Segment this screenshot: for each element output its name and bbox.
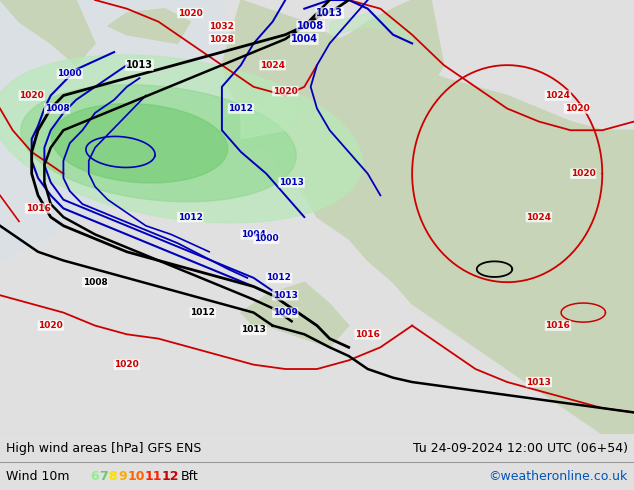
Polygon shape	[330, 0, 444, 96]
Text: 1020: 1020	[38, 321, 63, 330]
Text: Wind 10m: Wind 10m	[6, 469, 70, 483]
Text: 1008: 1008	[297, 21, 324, 31]
Text: 1032: 1032	[209, 22, 235, 30]
Text: 1028: 1028	[209, 35, 235, 44]
Text: 1016: 1016	[25, 204, 51, 213]
Text: 1013: 1013	[241, 325, 266, 335]
Text: 1013: 1013	[126, 60, 153, 70]
Text: Bft: Bft	[181, 469, 198, 483]
Polygon shape	[0, 55, 362, 223]
Polygon shape	[0, 0, 241, 261]
Text: 1013: 1013	[273, 291, 298, 300]
Polygon shape	[222, 0, 634, 434]
Text: 1000: 1000	[254, 234, 278, 243]
Polygon shape	[222, 96, 285, 152]
Text: 1012: 1012	[190, 308, 216, 317]
Text: 1012: 1012	[266, 273, 292, 282]
Text: 1020: 1020	[273, 87, 298, 96]
Text: 9: 9	[118, 469, 127, 483]
Polygon shape	[241, 96, 304, 139]
Text: 1000: 1000	[58, 69, 82, 78]
Text: 1020: 1020	[114, 360, 139, 369]
Text: 1020: 1020	[178, 8, 203, 18]
Polygon shape	[108, 9, 190, 44]
Text: 1013: 1013	[526, 377, 552, 387]
Polygon shape	[241, 282, 349, 347]
Text: 6: 6	[90, 469, 99, 483]
Polygon shape	[0, 434, 634, 478]
Text: 1012: 1012	[178, 213, 203, 221]
Text: 7: 7	[100, 469, 108, 483]
Text: 1008: 1008	[44, 104, 70, 113]
Text: 1013: 1013	[279, 178, 304, 187]
Text: 1020: 1020	[19, 91, 44, 100]
Text: 10: 10	[127, 469, 145, 483]
Text: 1013: 1013	[316, 8, 343, 18]
Text: Tu 24-09-2024 12:00 UTC (06+54): Tu 24-09-2024 12:00 UTC (06+54)	[413, 441, 628, 455]
Text: 1009: 1009	[273, 308, 298, 317]
Text: 1024: 1024	[260, 61, 285, 70]
Text: 1020: 1020	[571, 169, 596, 178]
Text: 1016: 1016	[545, 321, 571, 330]
Text: ©weatheronline.co.uk: ©weatheronline.co.uk	[489, 469, 628, 483]
Text: 11: 11	[145, 469, 162, 483]
Text: 1008: 1008	[82, 278, 108, 287]
Text: 1024: 1024	[545, 91, 571, 100]
Text: 8: 8	[108, 469, 117, 483]
Text: 1004: 1004	[241, 230, 266, 239]
Polygon shape	[51, 103, 228, 183]
Polygon shape	[21, 85, 296, 202]
Text: 1004: 1004	[291, 34, 318, 44]
Text: 1020: 1020	[564, 104, 590, 113]
Polygon shape	[0, 0, 95, 65]
Polygon shape	[273, 35, 285, 44]
Text: 1024: 1024	[526, 213, 552, 221]
Text: 1016: 1016	[355, 330, 380, 339]
Text: 1012: 1012	[228, 104, 254, 113]
Text: High wind areas [hPa] GFS ENS: High wind areas [hPa] GFS ENS	[6, 441, 202, 455]
Text: 12: 12	[162, 469, 179, 483]
